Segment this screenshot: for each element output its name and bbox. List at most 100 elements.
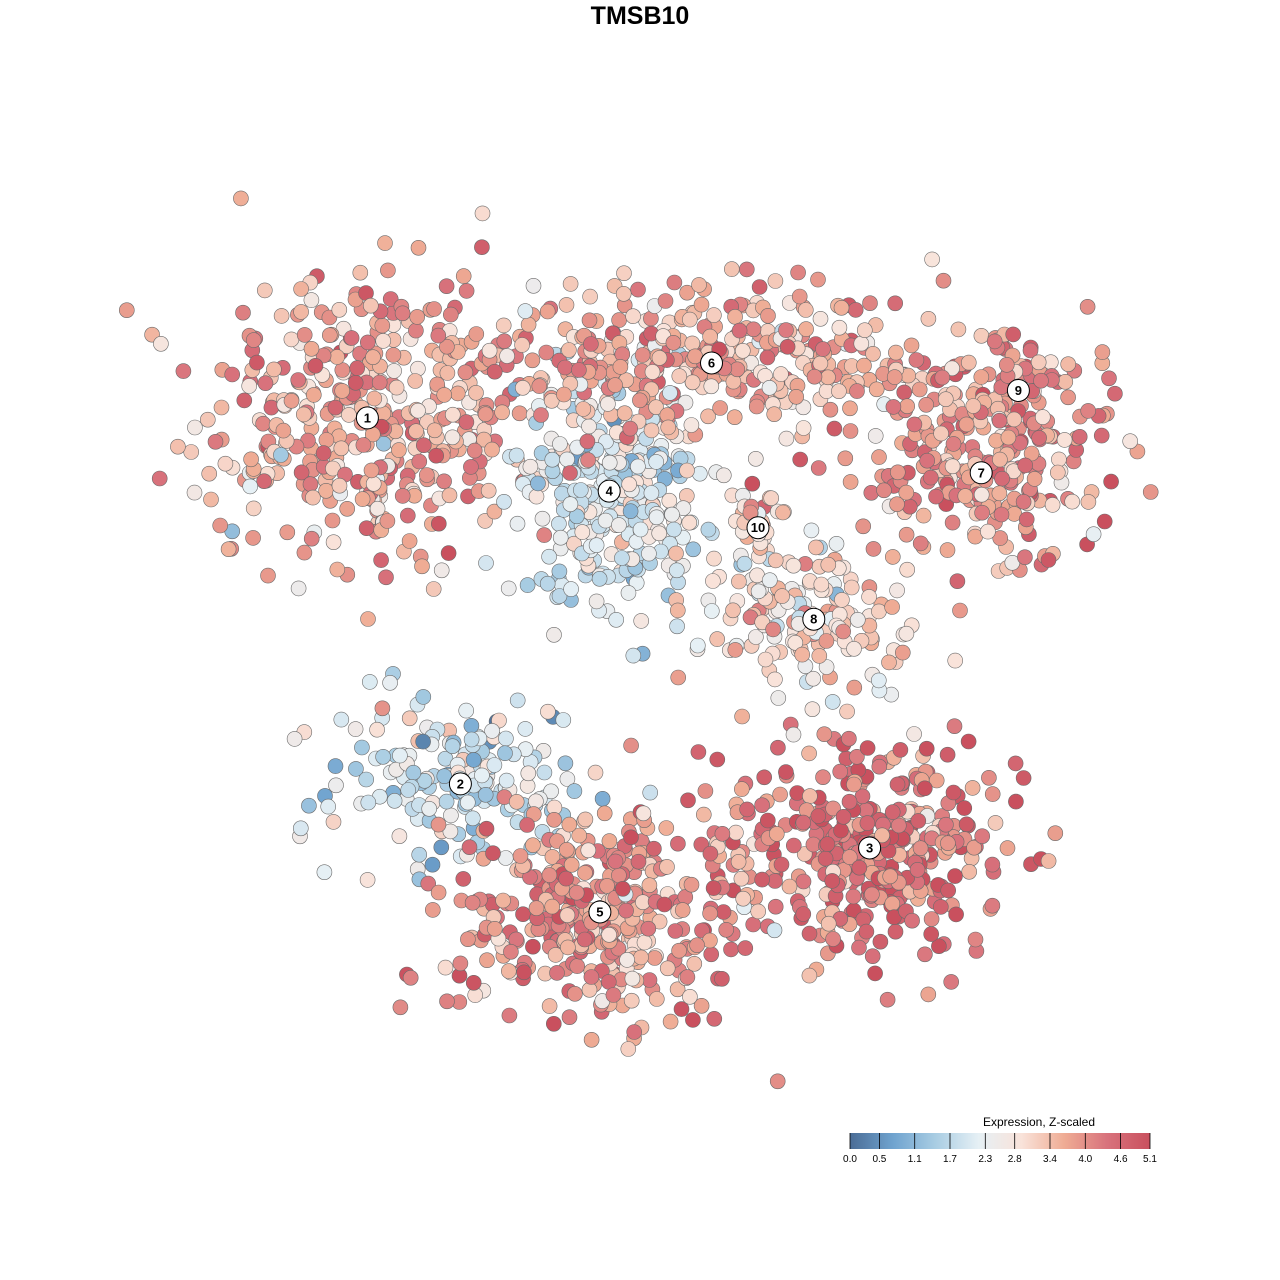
data-point <box>480 482 497 499</box>
data-point <box>841 793 858 810</box>
data-point <box>890 817 907 834</box>
data-point <box>581 418 597 435</box>
data-point <box>984 786 1001 802</box>
data-point <box>684 374 701 391</box>
data-point <box>455 268 472 284</box>
data-point <box>463 717 480 734</box>
points-layer <box>119 190 1159 1090</box>
data-point <box>909 861 926 878</box>
data-point <box>1080 403 1096 419</box>
data-point <box>961 863 978 880</box>
data-point <box>987 815 1004 831</box>
data-point <box>341 407 357 423</box>
data-point <box>727 642 744 658</box>
data-point <box>519 577 536 593</box>
data-point <box>630 281 646 298</box>
data-point <box>761 572 778 589</box>
data-point <box>536 764 553 781</box>
data-point <box>1018 511 1035 528</box>
data-point <box>831 383 847 400</box>
data-point <box>1056 432 1073 448</box>
data-point <box>394 305 411 322</box>
data-point <box>528 900 545 917</box>
data-point <box>820 915 837 932</box>
data-point <box>433 562 450 579</box>
data-point <box>632 392 648 409</box>
data-point <box>552 436 568 452</box>
data-point <box>804 701 821 718</box>
data-point <box>468 384 484 401</box>
data-point <box>409 309 426 325</box>
data-point <box>408 423 424 440</box>
data-point <box>539 575 556 592</box>
data-point <box>1044 497 1061 513</box>
data-point <box>365 475 382 492</box>
data-point <box>859 740 876 756</box>
data-point <box>430 816 447 833</box>
data-point <box>444 406 461 423</box>
data-point <box>826 420 843 437</box>
data-point <box>630 458 646 475</box>
data-point <box>765 621 781 638</box>
data-point <box>544 898 561 915</box>
data-point <box>415 437 432 454</box>
data-point <box>354 491 371 507</box>
data-point <box>760 307 776 324</box>
data-point <box>846 679 863 696</box>
cluster-label-badge <box>746 516 770 540</box>
data-point <box>915 507 932 524</box>
data-point <box>818 633 835 649</box>
data-point <box>256 282 273 299</box>
data-point <box>754 797 770 814</box>
data-point <box>728 824 744 841</box>
data-point <box>644 364 661 380</box>
data-point <box>478 555 494 571</box>
data-point <box>864 886 880 903</box>
data-point <box>382 674 398 691</box>
data-point <box>884 804 901 820</box>
data-point <box>605 987 622 1003</box>
data-point <box>992 530 1009 546</box>
data-point <box>952 602 968 619</box>
data-point <box>591 570 608 587</box>
data-point <box>612 359 629 375</box>
data-point <box>683 876 700 893</box>
data-point <box>600 396 616 412</box>
data-point <box>1064 493 1080 510</box>
data-point <box>457 364 474 381</box>
data-point <box>820 556 837 573</box>
legend-tick-label: 3.4 <box>1043 1154 1057 1165</box>
data-point <box>458 702 475 719</box>
data-point <box>279 524 296 541</box>
data-point <box>255 415 271 432</box>
data-point <box>899 398 916 415</box>
data-point <box>283 331 300 348</box>
data-point <box>439 338 455 355</box>
data-point <box>618 902 634 919</box>
data-point <box>928 488 944 505</box>
data-point <box>671 942 687 959</box>
data-point <box>203 491 219 508</box>
data-point <box>679 284 695 301</box>
data-point <box>964 780 981 796</box>
data-point <box>1096 513 1113 530</box>
data-point <box>745 916 762 933</box>
data-point <box>705 573 721 589</box>
cluster-label-text: 4 <box>606 484 614 499</box>
data-point <box>940 882 957 899</box>
data-point <box>151 470 168 487</box>
data-point <box>767 671 783 688</box>
data-point <box>715 467 732 484</box>
cluster-label-badge <box>700 351 723 375</box>
data-point <box>759 812 776 829</box>
data-point <box>898 484 915 501</box>
data-point <box>885 399 902 415</box>
data-point <box>767 552 784 569</box>
data-point <box>923 926 940 942</box>
data-point <box>625 308 641 325</box>
data-point <box>1007 755 1024 772</box>
data-point <box>1006 411 1022 428</box>
data-point <box>744 475 761 492</box>
data-point <box>773 366 789 382</box>
data-point <box>693 997 710 1014</box>
